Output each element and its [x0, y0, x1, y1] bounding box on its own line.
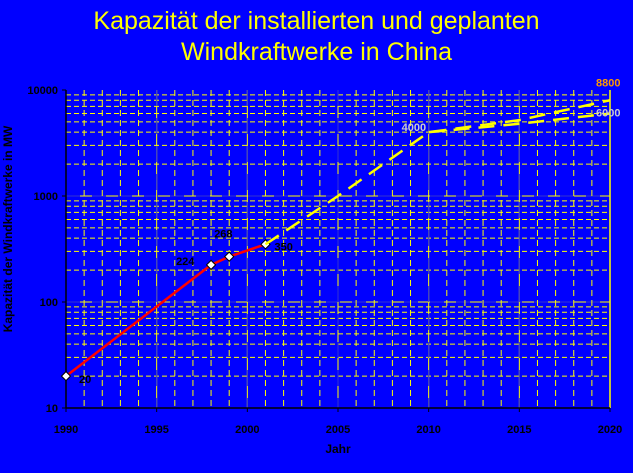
data-point-marker [223, 251, 235, 262]
x-tick-label: 2020 [598, 424, 622, 436]
series-line-3 [428, 112, 611, 134]
data-point-marker [60, 370, 72, 382]
x-tick-label: 1990 [54, 424, 78, 436]
grid [66, 90, 611, 408]
data-label: 6000 [596, 108, 620, 120]
x-tick-label: 2000 [235, 424, 259, 436]
data-label: 268 [214, 229, 232, 241]
chart-title: Kapazität der installierten und geplante… [0, 6, 633, 68]
x-axis-label: Jahr [325, 442, 351, 456]
series-line-1 [65, 243, 266, 378]
chart-title-line-1: Kapazität der installierten und geplante… [93, 7, 540, 35]
data-label: 350 [274, 241, 292, 253]
data-label: 4000 [402, 122, 426, 134]
data-label: 20 [79, 374, 91, 386]
data-label: 8800 [596, 77, 620, 89]
y-axis-label: Kapazität der Windkraftwerke in MW [1, 125, 15, 332]
y-tick-label: 100 [40, 297, 58, 309]
chart-title-line-2: Windkraftwerke in China [181, 38, 452, 66]
x-tick-label: 2015 [507, 424, 531, 436]
data-labels: 20 224 268 350 4000 8800 6000 [79, 77, 620, 386]
series-line-2 [264, 99, 611, 246]
x-tick-label: 2005 [326, 424, 350, 436]
x-tick-label: 2010 [416, 424, 440, 436]
x-tick-label: 1995 [144, 424, 168, 436]
axes: 1990 1995 2000 2005 2010 2015 2020 10 100 1000 100… [27, 85, 622, 436]
series-layer [60, 99, 611, 382]
y-tick-label: 10000 [27, 85, 58, 97]
data-point-marker [205, 259, 217, 271]
y-tick-label: 10 [46, 403, 58, 415]
y-tick-label: 1000 [34, 191, 58, 203]
data-label: 224 [176, 256, 195, 268]
